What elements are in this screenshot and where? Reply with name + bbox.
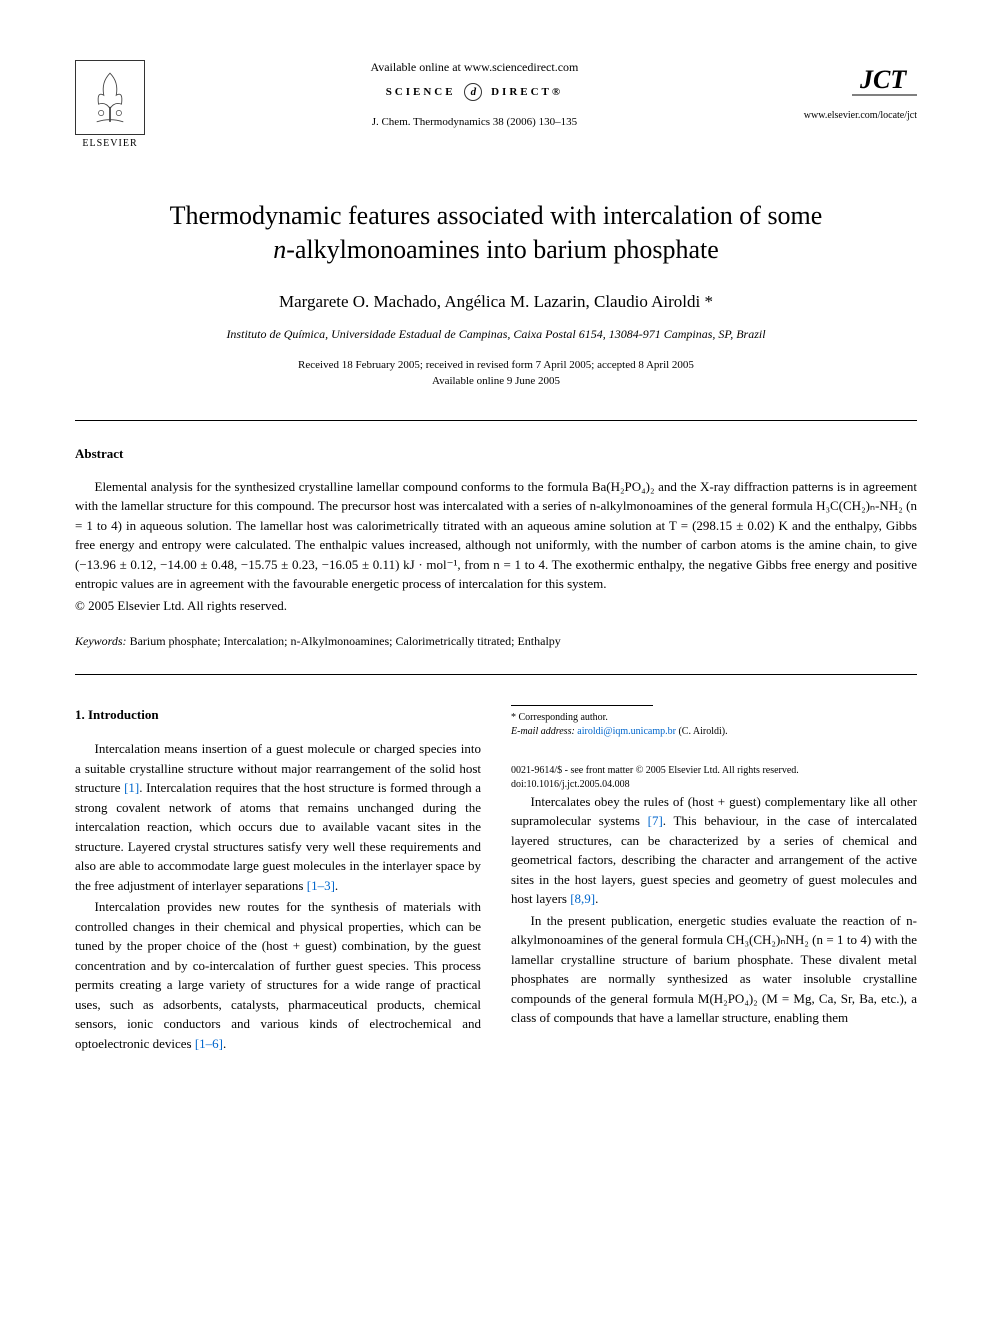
bottom-info: 0021-9614/$ - see front matter © 2005 El… <box>511 764 917 792</box>
affiliation: Instituto de Química, Universidade Estad… <box>75 327 917 342</box>
title-italic-n: n <box>273 235 286 264</box>
jct-logo-icon: JCT <box>852 60 917 100</box>
cite-link-7[interactable]: [7] <box>648 813 663 828</box>
keywords-text: Barium phosphate; Intercalation; n-Alkyl… <box>127 634 561 648</box>
jct-url: www.elsevier.com/locate/jct <box>804 110 917 121</box>
email-line: E-mail address: airoldi@iqm.unicamp.br (… <box>511 725 917 739</box>
sd-text1: SCIENCE <box>386 86 456 98</box>
available-online-text: Available online at www.sciencedirect.co… <box>165 60 784 75</box>
abstract-section: Abstract Elemental analysis for the synt… <box>75 446 917 649</box>
p2-text-b: . <box>223 1036 226 1051</box>
intro-p1: Intercalation means insertion of a guest… <box>75 739 481 895</box>
cite-link-8-9[interactable]: [8,9] <box>570 891 595 906</box>
article-title: Thermodynamic features associated with i… <box>75 199 917 267</box>
elsevier-label: ELSEVIER <box>82 138 137 149</box>
cite-link-1[interactable]: [1] <box>124 780 139 795</box>
title-section: Thermodynamic features associated with i… <box>75 199 917 390</box>
received-date: Received 18 February 2005; received in r… <box>298 359 694 371</box>
sciencedirect-logo: SCIENCE d DIRECT® <box>165 83 784 101</box>
dates: Received 18 February 2005; received in r… <box>75 357 917 390</box>
email-link[interactable]: airoldi@iqm.unicamp.br <box>577 726 676 737</box>
body-section: 1. Introduction Intercalation means inse… <box>75 705 917 1054</box>
p1-text-b: . Intercalation requires that the host s… <box>75 780 481 893</box>
title-line1: Thermodynamic features associated with i… <box>170 201 823 230</box>
email-label: E-mail address: <box>511 726 575 737</box>
center-header: Available online at www.sciencedirect.co… <box>145 60 804 128</box>
footnote-block: * Corresponding author. E-mail address: … <box>511 705 917 792</box>
abstract-heading: Abstract <box>75 446 917 462</box>
online-date: Available online 9 June 2005 <box>432 375 560 387</box>
title-line2: -alkylmonoamines into barium phosphate <box>286 235 719 264</box>
intro-p2: Intercalation provides new routes for th… <box>75 897 481 1053</box>
issn-line: 0021-9614/$ - see front matter © 2005 El… <box>511 764 917 778</box>
email-name: (C. Airoldi). <box>676 726 728 737</box>
svg-text:JCT: JCT <box>859 65 907 94</box>
journal-reference: J. Chem. Thermodynamics 38 (2006) 130–13… <box>165 116 784 128</box>
authors: Margarete O. Machado, Angélica M. Lazari… <box>75 292 917 312</box>
doi-line: doi:10.1016/j.jct.2005.04.008 <box>511 778 917 792</box>
elsevier-logo: ELSEVIER <box>75 60 145 149</box>
footnote: * Corresponding author. E-mail address: … <box>511 711 917 739</box>
footnote-divider <box>511 705 653 706</box>
p2-text-a: Intercalation provides new routes for th… <box>75 899 481 1051</box>
divider-bottom <box>75 674 917 675</box>
intro-p3: Intercalates obey the rules of (host + g… <box>511 792 917 909</box>
abstract-copyright: © 2005 Elsevier Ltd. All rights reserved… <box>75 598 917 614</box>
p3-text-c: . <box>595 891 598 906</box>
keywords-label: Keywords: <box>75 634 127 648</box>
elsevier-tree-icon <box>75 60 145 135</box>
cite-link-1-6[interactable]: [1–6] <box>195 1036 223 1051</box>
jct-logo-box: JCT www.elsevier.com/locate/jct <box>804 60 917 121</box>
header-row: ELSEVIER Available online at www.science… <box>75 60 917 149</box>
intro-p4: In the present publication, energetic st… <box>511 911 917 1028</box>
sd-text2: DIRECT® <box>491 86 563 98</box>
intro-heading: 1. Introduction <box>75 705 481 725</box>
corresponding-author: * Corresponding author. <box>511 711 917 725</box>
divider-top <box>75 420 917 421</box>
sd-circle-icon: d <box>464 83 482 101</box>
cite-link-1-3[interactable]: [1–3] <box>307 878 335 893</box>
keywords: Keywords: Barium phosphate; Intercalatio… <box>75 634 917 649</box>
abstract-text: Elemental analysis for the synthesized c… <box>75 477 917 594</box>
p1-text-c: . <box>335 878 338 893</box>
